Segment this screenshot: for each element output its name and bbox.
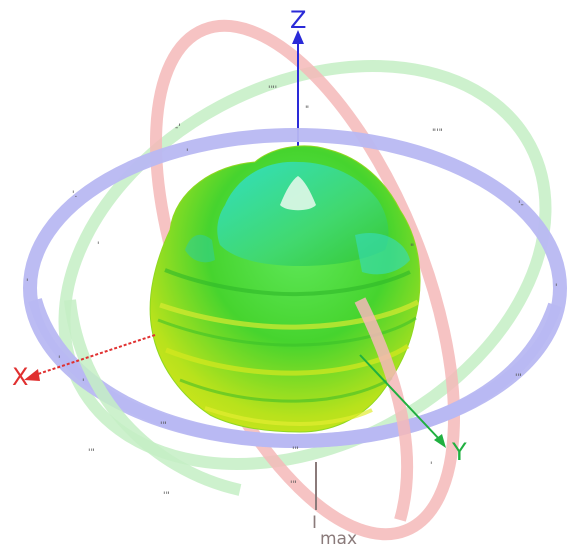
svg-text:'": '"	[163, 491, 170, 501]
z-axis-label: Z	[290, 6, 306, 34]
ring-ticks: '"' " -' ' "'" '. ' '- ' ' " ' ' '" '" '…	[26, 85, 557, 501]
svg-text:-': -'	[175, 123, 181, 133]
y-axis-arrow	[434, 434, 446, 448]
z-axis-arrow	[292, 30, 304, 44]
svg-text:'": '"	[88, 448, 95, 458]
svg-text:': '	[82, 378, 84, 388]
svg-text:'": '"	[515, 373, 522, 383]
svg-text:'.: '.	[72, 190, 77, 200]
svg-text:': '	[555, 283, 557, 293]
svg-text:': '	[58, 355, 60, 365]
azimuth-ring-front	[28, 298, 562, 449]
x-axis-label: X	[12, 363, 28, 391]
svg-text:'-: '-	[518, 200, 524, 210]
svg-text:": "	[305, 105, 309, 115]
svg-text:'": '"	[290, 480, 297, 490]
svg-text:': '	[430, 461, 432, 471]
max-marker-prefix: I	[312, 513, 317, 533]
y-axis-label: Y	[451, 438, 467, 466]
svg-text:": "	[410, 243, 414, 253]
x-axis-line	[34, 334, 156, 376]
x-axis-arrow	[24, 369, 40, 381]
radiation-pattern-surface	[149, 145, 421, 433]
elevation-ring-green-front	[64, 299, 242, 496]
y-axis-line	[359, 354, 441, 441]
max-marker-label: max	[320, 529, 357, 549]
svg-text:'": '"	[292, 446, 299, 456]
svg-text:'"': '"'	[268, 85, 277, 95]
svg-text:'": '"	[160, 421, 167, 431]
svg-text:"'": "'"	[432, 128, 443, 138]
svg-text:': '	[186, 148, 188, 158]
svg-text:': '	[97, 241, 99, 251]
elevation-ring-red-front	[354, 297, 414, 522]
svg-text:': '	[26, 278, 28, 288]
